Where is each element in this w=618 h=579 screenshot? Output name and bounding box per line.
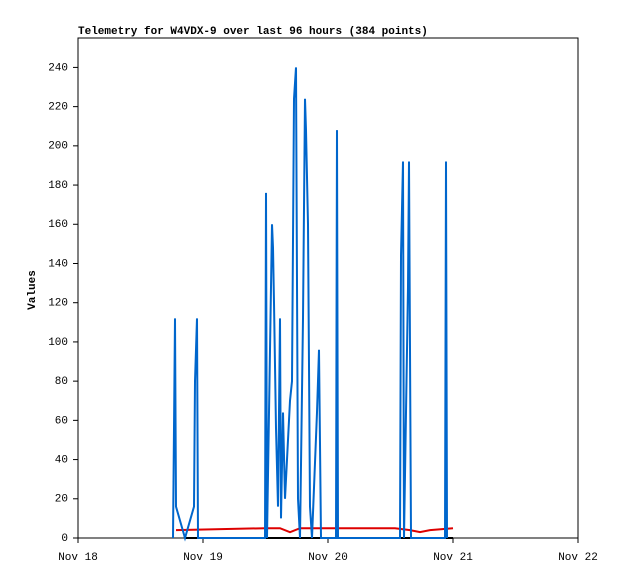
x-tick-label: Nov 22 <box>558 552 598 564</box>
x-tick-label: Nov 21 <box>433 552 473 564</box>
y-tick-label: 140 <box>48 258 68 270</box>
y-tick-label: 20 <box>55 494 68 506</box>
y-tick-label: 120 <box>48 298 68 310</box>
y-tick-label: 0 <box>61 533 68 545</box>
y-tick-label: 60 <box>55 415 68 427</box>
x-tick-label: Nov 20 <box>308 552 348 564</box>
x-tick-label: Nov 18 <box>58 552 98 564</box>
y-tick-label: 40 <box>55 454 68 466</box>
y-tick-label: 220 <box>48 102 68 114</box>
series-line <box>172 67 448 542</box>
y-tick-label: 160 <box>48 219 68 231</box>
y-tick-label: 100 <box>48 337 68 349</box>
y-tick-label: 240 <box>48 62 68 74</box>
chart-title: Telemetry for W4VDX-9 over last 96 hours… <box>78 26 428 38</box>
y-tick-label: 200 <box>48 141 68 153</box>
y-axis-label: Values <box>27 270 39 310</box>
x-tick-label: Nov 19 <box>183 552 223 564</box>
series-line <box>175 527 454 534</box>
y-tick-label: 80 <box>55 376 68 388</box>
y-tick-label: 180 <box>48 180 68 192</box>
